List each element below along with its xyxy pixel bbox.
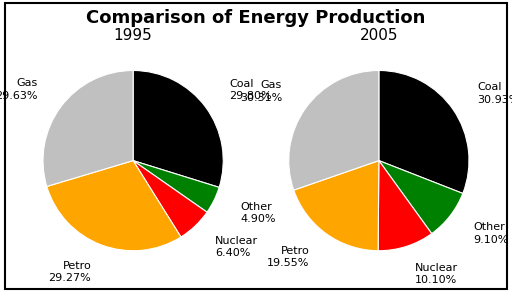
Text: Nuclear
6.40%: Nuclear 6.40%	[215, 236, 258, 258]
Text: Nuclear
10.10%: Nuclear 10.10%	[415, 263, 458, 285]
Text: Gas
30.31%: Gas 30.31%	[240, 80, 282, 103]
Text: Petro
19.55%: Petro 19.55%	[267, 246, 309, 268]
Text: Other
9.10%: Other 9.10%	[473, 222, 508, 245]
Wedge shape	[379, 70, 469, 193]
Wedge shape	[294, 161, 379, 251]
Wedge shape	[43, 70, 133, 187]
Text: Coal
29.80%: Coal 29.80%	[229, 79, 271, 101]
Wedge shape	[289, 70, 379, 190]
Wedge shape	[133, 70, 223, 187]
Wedge shape	[133, 161, 219, 212]
Title: 1995: 1995	[114, 28, 153, 43]
Text: Other
4.90%: Other 4.90%	[240, 202, 275, 224]
Wedge shape	[133, 161, 207, 237]
Text: Petro
29.27%: Petro 29.27%	[49, 261, 91, 283]
Text: Coal
30.93%: Coal 30.93%	[477, 82, 512, 105]
Text: Comparison of Energy Production: Comparison of Energy Production	[87, 9, 425, 27]
Wedge shape	[47, 161, 181, 251]
Title: 2005: 2005	[359, 28, 398, 43]
Wedge shape	[379, 161, 463, 234]
Text: Gas
29.63%: Gas 29.63%	[0, 78, 38, 101]
Wedge shape	[378, 161, 432, 251]
